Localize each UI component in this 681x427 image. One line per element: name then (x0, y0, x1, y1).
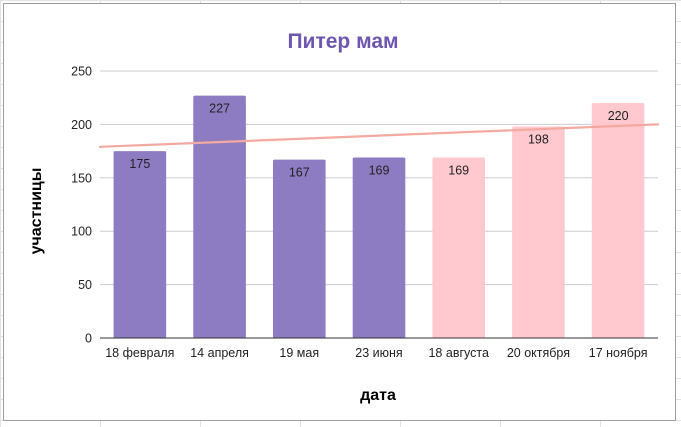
bar-2 (272, 159, 326, 338)
y-tick-label-250: 250 (71, 65, 92, 79)
bars: 175 227 167 169 169 198 220 (113, 95, 645, 339)
bar-0 (113, 151, 167, 338)
chart-title: Питер мам (287, 30, 398, 53)
bar-6 (591, 103, 645, 338)
data-label-0: 175 (129, 157, 150, 171)
bar-3 (352, 157, 406, 338)
data-label-4: 169 (448, 164, 469, 178)
y-tick-label-200: 200 (71, 118, 92, 132)
x-tick-label-3: 23 июня (355, 346, 402, 360)
y-axis-label: участницы (28, 168, 45, 255)
y-tick-label-50: 50 (78, 278, 92, 292)
y-tick-label-100: 100 (71, 225, 92, 239)
bar-4 (432, 157, 486, 338)
x-tick-label-2: 19 мая (279, 346, 319, 360)
y-tick-label-0: 0 (85, 332, 92, 346)
data-label-3: 169 (369, 164, 390, 178)
y-tick-label-150: 150 (71, 171, 92, 185)
axes: 0 50 100 150 200 250 18 февраля 14 апреля 19 мая… (71, 65, 658, 360)
data-label-5: 198 (528, 133, 549, 147)
x-axis-label: дата (360, 387, 396, 404)
x-tick-label-0: 18 февраля (105, 346, 174, 360)
data-label-6: 220 (608, 109, 629, 123)
x-tick-label-1: 14 апреля (190, 346, 249, 360)
bar-1 (193, 95, 246, 339)
x-tick-label-4: 18 августа (428, 346, 488, 360)
data-label-2: 167 (289, 166, 310, 180)
x-tick-label-5: 20 октября (507, 346, 570, 360)
data-label-1: 227 (209, 102, 230, 116)
x-tick-label-6: 17 ноября (589, 346, 648, 360)
bar-5 (512, 126, 565, 338)
trendline-layer (98, 123, 660, 148)
trendline (98, 123, 660, 148)
